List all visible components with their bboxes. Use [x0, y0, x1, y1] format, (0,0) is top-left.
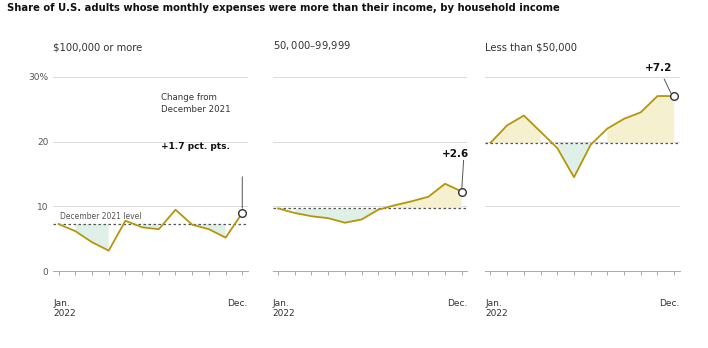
Text: Less than $50,000: Less than $50,000 [485, 42, 577, 52]
Text: +2.6: +2.6 [442, 149, 469, 159]
Text: Dec.: Dec. [227, 299, 248, 308]
Text: Change from
December 2021: Change from December 2021 [161, 93, 231, 113]
Text: Share of U.S. adults whose monthly expenses were more than their income, by hous: Share of U.S. adults whose monthly expen… [7, 3, 560, 14]
Text: Jan.
2022: Jan. 2022 [273, 299, 295, 318]
Text: Jan.
2022: Jan. 2022 [485, 299, 508, 318]
Text: +1.7 pct. pts.: +1.7 pct. pts. [161, 142, 230, 151]
Text: $50,000–$99,999: $50,000–$99,999 [273, 39, 350, 52]
Text: Jan.
2022: Jan. 2022 [53, 299, 76, 318]
Text: Dec.: Dec. [447, 299, 467, 308]
Text: $100,000 or more: $100,000 or more [53, 42, 142, 52]
Text: +7.2: +7.2 [644, 63, 672, 73]
Text: Dec.: Dec. [659, 299, 680, 308]
Text: December 2021 level: December 2021 level [60, 212, 142, 221]
